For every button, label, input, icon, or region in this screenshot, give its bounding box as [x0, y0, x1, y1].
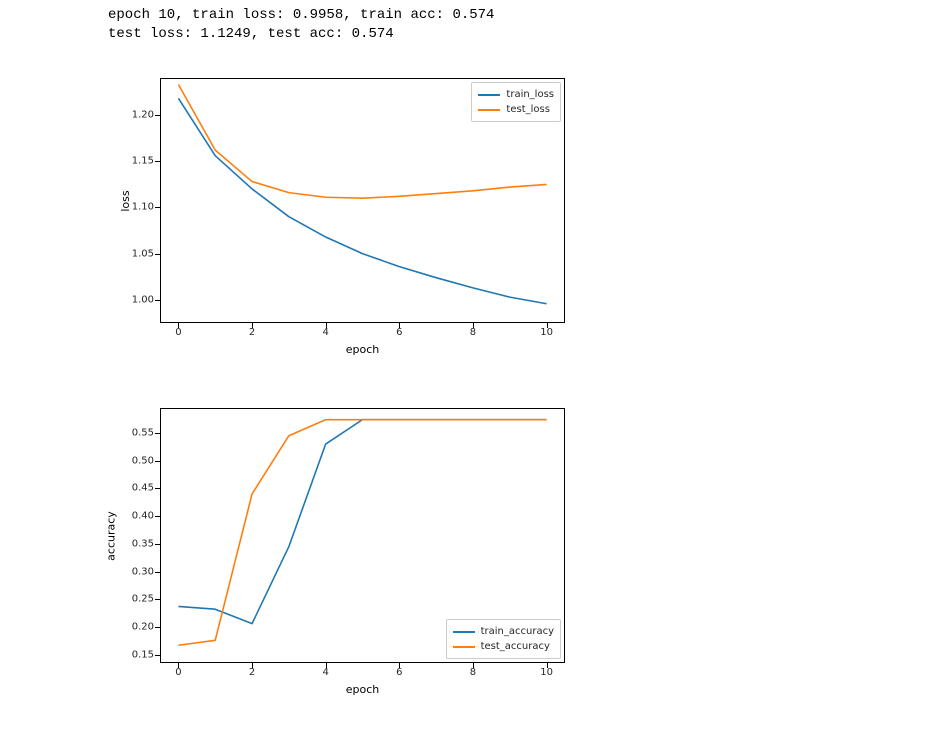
legend-swatch	[478, 94, 500, 96]
x-axis-label: epoch	[346, 343, 380, 356]
y-axis-label: loss	[119, 190, 132, 211]
x-tick-label: 0	[175, 327, 181, 338]
page: epoch 10, train loss: 0.9958, train acc:…	[0, 0, 934, 731]
legend-label: train_loss	[506, 89, 554, 100]
y-tick-label: 1.00	[132, 294, 154, 305]
y-tick-label: 0.35	[132, 538, 154, 549]
y-tick	[155, 627, 160, 628]
y-tick-label: 0.30	[132, 566, 154, 577]
legend-item: train_loss	[478, 87, 554, 102]
legend-item: train_accuracy	[453, 624, 554, 639]
y-tick	[155, 207, 160, 208]
accuracy-legend: train_accuracy test_accuracy	[446, 619, 561, 659]
series-line-train_accuracy	[178, 420, 546, 624]
x-tick-label: 2	[249, 327, 255, 338]
legend-swatch	[453, 646, 475, 648]
y-tick	[155, 572, 160, 573]
y-tick-label: 0.25	[132, 594, 154, 605]
x-tick-label: 10	[540, 327, 553, 338]
legend-swatch	[478, 109, 500, 111]
legend-item: test_accuracy	[453, 639, 554, 654]
y-tick-label: 1.15	[132, 156, 154, 167]
legend-label: test_loss	[506, 104, 550, 115]
y-tick-label: 0.20	[132, 621, 154, 632]
x-axis-label: epoch	[346, 683, 380, 696]
y-tick-label: 1.05	[132, 248, 154, 259]
y-tick	[155, 300, 160, 301]
x-tick-label: 4	[322, 667, 328, 678]
y-tick-label: 0.40	[132, 511, 154, 522]
series-line-test_accuracy	[178, 420, 546, 646]
y-tick	[155, 516, 160, 517]
y-tick	[155, 599, 160, 600]
accuracy-subplot: epoch accuracy train_accuracytest_accura…	[160, 408, 565, 663]
y-tick	[155, 254, 160, 255]
x-tick-label: 10	[540, 667, 553, 678]
matplotlib-figure: epoch loss train_loss test_loss 0 2 4 6 8 10 1.…	[0, 50, 700, 731]
series-line-train_loss	[178, 98, 546, 303]
x-tick-label: 6	[396, 667, 402, 678]
y-tick	[155, 161, 160, 162]
loss-legend: train_loss test_loss	[471, 82, 561, 122]
y-axis-label: accuracy	[105, 511, 118, 561]
x-tick-label: 8	[470, 327, 476, 338]
y-tick	[155, 488, 160, 489]
x-tick-label: 4	[322, 327, 328, 338]
legend-label: train_accuracy	[481, 626, 554, 637]
x-tick-label: 8	[470, 667, 476, 678]
legend-swatch	[453, 631, 475, 633]
y-tick-label: 1.10	[132, 202, 154, 213]
loss-subplot: epoch loss train_losstest_loss 02468101.…	[160, 78, 565, 323]
x-tick-label: 2	[249, 667, 255, 678]
y-tick-label: 0.15	[132, 649, 154, 660]
y-tick-label: 1.20	[132, 109, 154, 120]
y-tick	[155, 461, 160, 462]
x-tick-label: 6	[396, 327, 402, 338]
stdout-text: epoch 10, train loss: 0.9958, train acc:…	[108, 6, 494, 44]
x-tick-label: 0	[175, 667, 181, 678]
legend-item: test_loss	[478, 102, 554, 117]
y-tick-label: 0.50	[132, 455, 154, 466]
y-tick	[155, 655, 160, 656]
y-tick	[155, 115, 160, 116]
y-tick	[155, 433, 160, 434]
y-tick-label: 0.45	[132, 483, 154, 494]
legend-label: test_accuracy	[481, 641, 550, 652]
y-tick-label: 0.55	[132, 427, 154, 438]
y-tick	[155, 544, 160, 545]
